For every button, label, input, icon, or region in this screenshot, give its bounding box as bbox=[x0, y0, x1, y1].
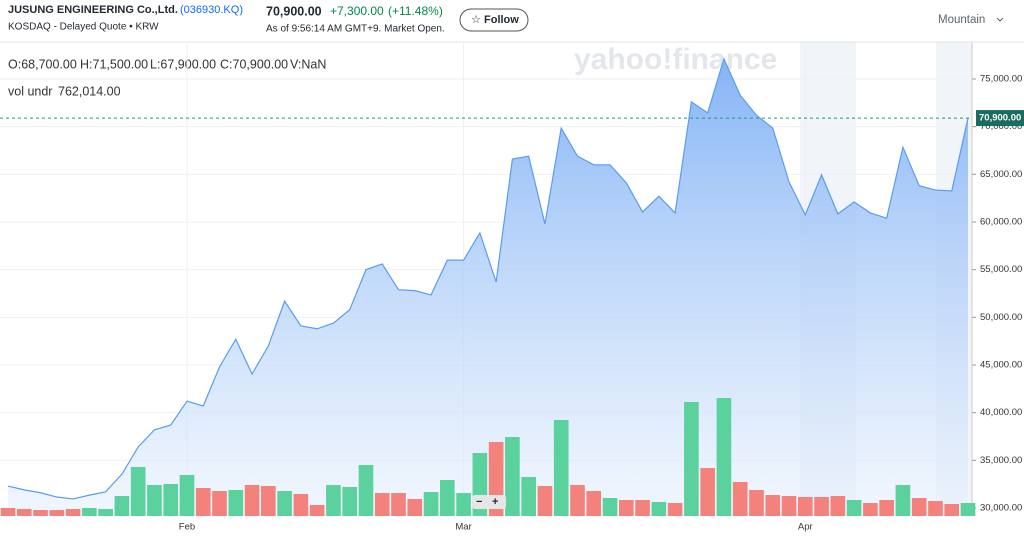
price: 70,900.00 bbox=[266, 4, 322, 18]
volume-bar bbox=[635, 500, 650, 516]
volume-bar bbox=[114, 496, 130, 516]
volume-bar bbox=[130, 466, 146, 516]
volume-bar bbox=[618, 500, 634, 516]
volume-bar bbox=[863, 502, 878, 516]
dropdown-arrow bbox=[996, 17, 1004, 22]
y-tick-label: 30,000.00 bbox=[980, 503, 1022, 514]
volume-bar bbox=[358, 464, 374, 516]
volume-bar bbox=[49, 510, 65, 516]
volume-bar bbox=[212, 490, 227, 516]
volume: V:NaN bbox=[290, 57, 326, 71]
indicator-value: 762,014.00 bbox=[58, 84, 121, 98]
volume-bar bbox=[277, 490, 292, 516]
y-tick-label: 75,000.00 bbox=[980, 74, 1022, 85]
high: H:71,500.00 bbox=[80, 57, 148, 71]
current-price-label: 70,900.00 bbox=[979, 113, 1021, 124]
volume-bar bbox=[765, 494, 781, 516]
volume-bar bbox=[147, 484, 162, 516]
y-tick-label: 65,000.00 bbox=[980, 169, 1022, 180]
volume-bar bbox=[960, 502, 976, 516]
volume-bar bbox=[244, 484, 260, 516]
volume-bar bbox=[261, 486, 276, 516]
volume-bar bbox=[879, 500, 894, 516]
symbol[interactable]: (036930.KQ) bbox=[180, 4, 243, 16]
indicator-label: vol undr bbox=[8, 84, 52, 98]
y-tick-label: 40,000.00 bbox=[980, 407, 1022, 418]
volume-bar bbox=[570, 484, 585, 516]
y-tick-label: 35,000.00 bbox=[980, 455, 1022, 466]
change-pct: (+11.48%) bbox=[388, 4, 443, 18]
follow-star: ☆ bbox=[471, 14, 481, 26]
y-tick-label: 45,000.00 bbox=[980, 360, 1022, 371]
volume-bar bbox=[667, 502, 683, 516]
volume-bar bbox=[553, 420, 569, 516]
volume-bar bbox=[781, 496, 797, 516]
volume-bar bbox=[391, 492, 406, 516]
change: +7,300.00 bbox=[330, 4, 384, 18]
volume-bar bbox=[16, 508, 32, 516]
y-tick-label: 60,000.00 bbox=[980, 217, 1022, 228]
volume-bar bbox=[423, 492, 439, 516]
volume-bar bbox=[0, 508, 16, 516]
volume-bar bbox=[326, 484, 341, 516]
company-name: JUSUNG ENGINEERING Co.,Ltd. bbox=[8, 4, 178, 16]
volume-bar bbox=[749, 490, 764, 516]
volume-bar bbox=[33, 510, 48, 516]
close: C:70,900.00 bbox=[220, 57, 288, 71]
volume-bar bbox=[846, 500, 862, 516]
volume-bar bbox=[82, 508, 97, 516]
y-tick-label: 50,000.00 bbox=[980, 312, 1022, 323]
open: O:68,700.00 bbox=[8, 57, 77, 71]
volume-bar bbox=[98, 508, 113, 516]
zoom-out[interactable]: − bbox=[476, 496, 482, 508]
volume-bar bbox=[830, 496, 846, 516]
volume-bar bbox=[228, 490, 244, 516]
zoom-in[interactable]: + bbox=[492, 496, 498, 508]
volume-bar bbox=[293, 494, 309, 516]
price-line bbox=[7, 57, 969, 500]
volume-bar bbox=[65, 508, 81, 516]
volume-bar bbox=[700, 468, 715, 516]
volume-bar bbox=[456, 492, 471, 516]
x-tick-label: Mar bbox=[455, 522, 471, 533]
volume-bar bbox=[505, 436, 520, 516]
as-of: As of 9:56:14 AM GMT+9. Market Open. bbox=[266, 24, 445, 35]
volume-bar bbox=[928, 500, 943, 516]
volume-bar bbox=[684, 402, 699, 516]
volume-bar bbox=[374, 492, 390, 516]
current-price-tag bbox=[976, 110, 1024, 127]
volume-bar bbox=[716, 398, 732, 516]
volume-bar bbox=[797, 496, 813, 516]
volume-bar bbox=[195, 488, 211, 516]
volume-bar bbox=[651, 502, 667, 516]
volume-bar bbox=[521, 476, 536, 516]
volume-bar bbox=[911, 498, 927, 516]
volume-bar bbox=[179, 474, 195, 516]
volume-bar bbox=[895, 484, 911, 516]
low: L:67,900.00 bbox=[150, 57, 216, 71]
volume-bar bbox=[944, 504, 960, 516]
x-tick-label: Feb bbox=[179, 522, 195, 533]
y-tick-label: 70,000.00 bbox=[980, 121, 1022, 132]
volume-bar bbox=[309, 504, 325, 516]
watermark: yahoo!finance bbox=[574, 43, 777, 76]
x-tick-label: Apr bbox=[798, 522, 813, 533]
volume-bar bbox=[586, 490, 602, 516]
volume-bar bbox=[342, 486, 358, 516]
volume-bar bbox=[407, 498, 423, 516]
chart-style[interactable]: Mountain bbox=[938, 14, 985, 26]
volume-bar bbox=[602, 498, 618, 516]
volume-bar bbox=[814, 496, 829, 516]
follow-label[interactable]: Follow bbox=[484, 14, 519, 26]
y-tick-label: 55,000.00 bbox=[980, 264, 1022, 275]
follow-button[interactable] bbox=[459, 8, 529, 32]
volume-bar bbox=[732, 482, 748, 516]
zoom-control bbox=[472, 495, 506, 509]
volume-bar bbox=[440, 480, 455, 516]
volume-bar bbox=[537, 486, 553, 516]
volume-bar bbox=[163, 484, 179, 516]
exchange: KOSDAQ - Delayed Quote • KRW bbox=[8, 22, 159, 33]
